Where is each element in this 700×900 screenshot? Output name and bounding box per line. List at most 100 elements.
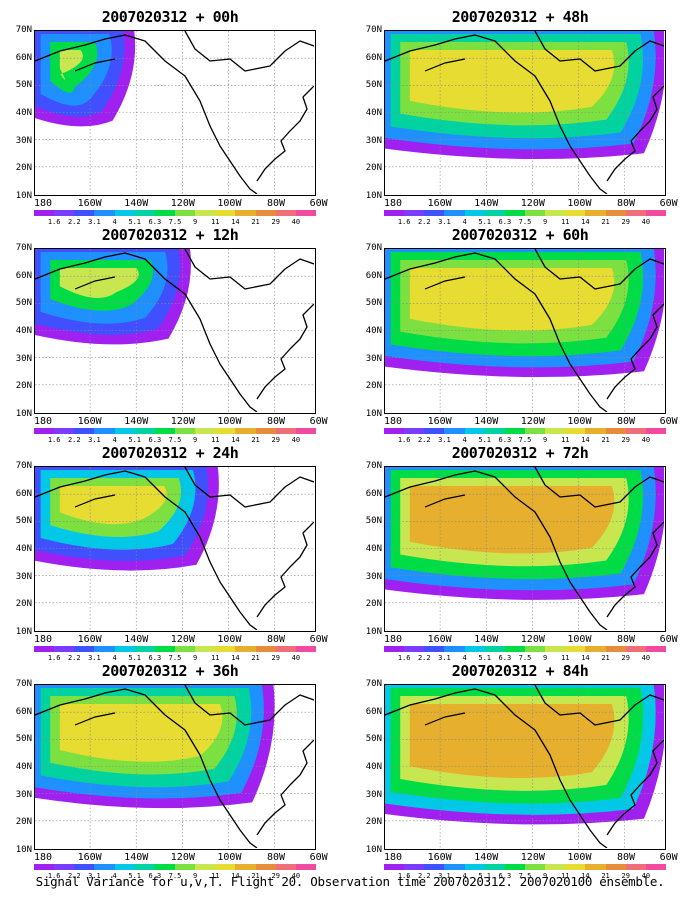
colorbar-label: 7.5 — [518, 436, 532, 444]
longitude-label: 180 — [33, 416, 53, 427]
colorbar-label: 40 — [291, 436, 301, 444]
latitude-label: 20N — [365, 163, 382, 174]
colorbar-label: 1.6 — [397, 872, 411, 880]
latitude-label: 70N — [365, 25, 382, 35]
colorbar-label: 40 — [641, 218, 651, 226]
colorbar-swatch — [195, 864, 216, 870]
latitude-label: 30N — [15, 571, 32, 582]
aleutian-islands — [74, 58, 116, 72]
colorbar-label: 3.1 — [438, 436, 451, 444]
coastline — [385, 31, 664, 194]
colorbar-swatch — [134, 646, 155, 652]
longitude-label: 160W — [427, 634, 452, 645]
colorbar-swatch — [625, 864, 646, 870]
colorbar-swatch — [585, 646, 606, 652]
colorbar-label: 2.2 — [67, 654, 81, 662]
longitude-label: 180 — [33, 634, 53, 645]
colorbar-label: 5.1 — [128, 436, 142, 444]
colorbar-label: 29 — [621, 654, 630, 662]
colorbar-swatch — [605, 210, 626, 216]
colorbar-label: 1.6 — [397, 654, 411, 662]
colorbar-swatch — [174, 864, 196, 870]
longitude-label: 160W — [77, 852, 102, 863]
latitude-label: 70N — [365, 679, 382, 689]
latitude-label: 60N — [365, 706, 382, 717]
colorbar-label: 4 — [112, 872, 117, 880]
coastline — [35, 467, 314, 630]
colorbar-label: 7.5 — [168, 436, 182, 444]
colorbar-swatch — [565, 210, 586, 216]
colorbar-label: 6.3 — [148, 872, 162, 880]
colorbar-swatch — [114, 646, 135, 652]
colorbar-swatch — [484, 646, 505, 652]
variance-field — [35, 685, 314, 848]
colorbar-swatch — [524, 864, 546, 870]
colorbar-labels: 1.6 2.2 3.1 4 5.1 6.3 7.5 9 11 14 21 29 40 — [34, 654, 316, 663]
latitude-label: 20N — [365, 381, 382, 392]
colorbar-label: 7.5 — [168, 872, 182, 880]
longitude-label: 80W — [267, 852, 286, 863]
colorbar-label: 3.1 — [88, 436, 101, 444]
aleutian-islands — [74, 712, 116, 726]
longitude-label: 160W — [427, 416, 452, 427]
colorbar-label: 3.1 — [438, 218, 451, 226]
colorbar-swatch — [605, 864, 626, 870]
latitude-label: 30N — [365, 571, 382, 582]
colorbar-label: 21 — [251, 436, 260, 444]
colorbar-swatch — [94, 864, 115, 870]
latitude-label: 30N — [15, 353, 32, 364]
colorbar-labels: 1.6 2.2 3.1 4 5.1 6.3 7.5 9 11 14 21 29 40 — [384, 872, 666, 881]
colorbar-label: 1.6 — [397, 436, 411, 444]
longitude-label: 120W — [520, 198, 545, 209]
colorbar-label: 3.1 — [88, 654, 101, 662]
colorbar-label: 40 — [291, 218, 301, 226]
colorbar-swatch — [34, 210, 55, 216]
colorbar-swatch — [34, 646, 55, 652]
latitude-label: 30N — [15, 135, 32, 146]
colorbar-swatch — [154, 428, 175, 434]
colorbar-label: 1.6 — [47, 872, 61, 880]
colorbar-label: 6.3 — [148, 436, 162, 444]
latitude-label: 20N — [365, 817, 382, 828]
longitude-label: 140W — [474, 416, 499, 427]
longitude-label: 80W — [267, 634, 286, 645]
colorbar — [34, 864, 316, 870]
colorbar-swatch — [464, 210, 485, 216]
latitude-label: 40N — [15, 762, 32, 772]
longitude-label: 120W — [170, 416, 195, 427]
latitude-label: 10N — [365, 845, 382, 855]
variance-field — [35, 31, 314, 194]
colorbar-swatch — [114, 428, 135, 434]
colorbar-swatch — [424, 428, 445, 434]
colorbar-swatch — [54, 864, 75, 870]
longitude-label: 140W — [124, 634, 149, 645]
colorbar-label: 21 — [601, 872, 610, 880]
colorbar-swatch — [565, 646, 586, 652]
colorbar-swatch — [444, 646, 465, 652]
colorbar-label: 11 — [211, 218, 220, 226]
aleutian-islands — [74, 494, 116, 508]
colorbar-swatch — [424, 864, 445, 870]
longitude-label: 60W — [659, 198, 678, 209]
map-panel: 2007020312 + 24h 70N 60N 50N 40N 30N 20N 10N 180… — [0, 444, 340, 662]
latitude-label: 50N — [15, 516, 32, 527]
colorbar-label: 4 — [462, 654, 467, 662]
colorbar-swatch — [275, 646, 296, 652]
colorbar-label: 29 — [271, 654, 280, 662]
longitude-label: 160W — [77, 198, 102, 209]
longitude-label: 60W — [309, 634, 328, 645]
colorbar-label: 9 — [193, 218, 198, 226]
coastline — [385, 685, 664, 848]
latitude-label: 60N — [15, 52, 32, 63]
colorbar-label: 29 — [271, 218, 280, 226]
latitude-label: 30N — [365, 135, 382, 146]
colorbar-swatch — [625, 210, 646, 216]
coastline — [385, 249, 664, 412]
colorbar — [34, 428, 316, 434]
latitude-label: 50N — [365, 298, 382, 309]
colorbar-swatch — [114, 864, 135, 870]
latitude-label: 30N — [365, 353, 382, 364]
colorbar-swatch — [255, 210, 276, 216]
contour-band — [59, 268, 139, 299]
map-panel: 2007020312 + 12h 70N 60N 50N 40N 30N 20N 10N 180… — [0, 226, 340, 444]
